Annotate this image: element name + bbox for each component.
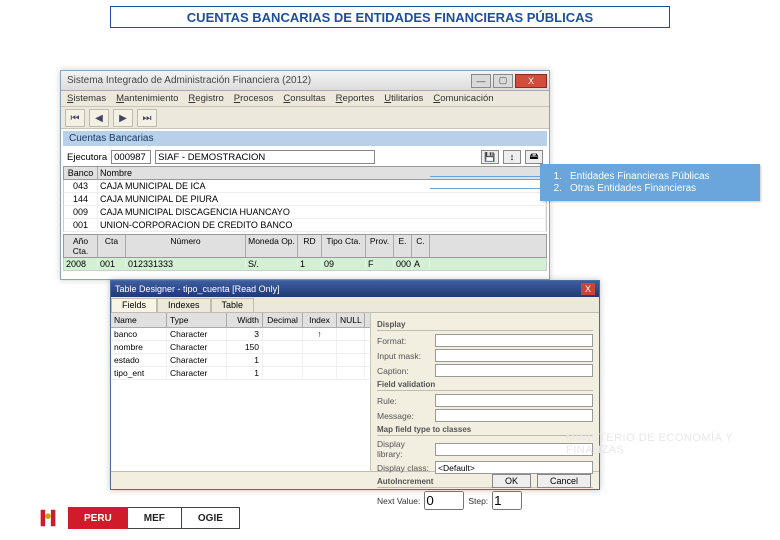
menu-item[interactable]: Mantenimiento — [116, 93, 178, 104]
field-props: Display Format: Input mask: Caption: Fie… — [371, 313, 599, 471]
legend-item: 2. Otras Entidades Financieras — [548, 183, 752, 194]
format-input[interactable] — [435, 334, 593, 347]
caption-input[interactable] — [435, 364, 593, 377]
maximize-button[interactable]: ▢ — [493, 74, 513, 88]
field-row[interactable]: nombreCharacter150 — [111, 341, 370, 354]
peru-emblem-icon — [36, 506, 60, 530]
siaf-window-title: Sistema Integrado de Administración Fina… — [67, 75, 311, 86]
field-row[interactable]: bancoCharacter3↑ — [111, 328, 370, 341]
last-icon[interactable]: ⏭ — [137, 109, 157, 127]
siaf-menubar: Sistemas Mantenimiento Registro Procesos… — [61, 91, 549, 107]
watermark: MINISTERIO DE ECONOMÍA Y FINANZAS — [566, 432, 780, 456]
designer-tabs: Fields Indexes Table — [111, 297, 599, 313]
slide-footer: PERU MEF OGIE — [36, 506, 240, 530]
designer-window: Table Designer - tipo_cuenta [Read Only]… — [110, 280, 600, 490]
siaf-window: Sistema Integrado de Administración Fina… — [60, 70, 550, 280]
field-row[interactable]: tipo_entCharacter1 — [111, 367, 370, 380]
inputmask-input[interactable] — [435, 349, 593, 362]
tab-table[interactable]: Table — [211, 298, 255, 312]
next-icon[interactable]: ▶ — [113, 109, 133, 127]
page-title: CUENTAS BANCARIAS DE ENTIDADES FINANCIER… — [187, 10, 593, 25]
menu-item[interactable]: Utilitarios — [384, 93, 423, 104]
footer-peru: PERU — [68, 507, 128, 529]
siaf-subtitle: Cuentas Bancarias — [63, 131, 547, 146]
ejecutora-code-input[interactable] — [111, 150, 151, 164]
legend-item: 1. Entidades Financieras Públicas — [548, 171, 752, 182]
siaf-titlebar: Sistema Integrado de Administración Fina… — [61, 71, 549, 91]
message-input[interactable] — [435, 409, 593, 422]
minimize-button[interactable]: — — [471, 74, 491, 88]
table-row[interactable]: 009CAJA MUNICIPAL DISCAGENCIA HUANCAYO — [63, 206, 547, 219]
ejecutora-row: Ejecutora 💾 ↕ 🖴 — [67, 150, 543, 164]
sort-icon[interactable]: ↕ — [503, 150, 521, 164]
grid2-row[interactable]: 2008 001 012331333 S/. 1 09 F 000 A — [63, 258, 547, 271]
cancel-button[interactable]: Cancel — [537, 474, 591, 488]
field-row[interactable]: estadoCharacter1 — [111, 354, 370, 367]
tab-indexes[interactable]: Indexes — [157, 298, 211, 312]
step-input[interactable] — [492, 491, 522, 510]
footer-ogie: OGIE — [182, 507, 240, 529]
designer-titlebar: Table Designer - tipo_cuenta [Read Only]… — [111, 281, 599, 297]
connector-line — [430, 176, 540, 177]
menu-item[interactable]: Consultas — [283, 93, 325, 104]
connector-line — [430, 188, 540, 189]
close-icon[interactable]: X — [581, 283, 595, 295]
ejecutora-label: Ejecutora — [67, 152, 107, 163]
ok-button[interactable]: OK — [492, 474, 531, 488]
menu-item[interactable]: Sistemas — [67, 93, 106, 104]
col-banco: Banco — [64, 167, 98, 179]
ejecutora-name-input[interactable] — [155, 150, 375, 164]
save-icon[interactable]: 💾 — [481, 150, 499, 164]
designer-title: Table Designer - tipo_cuenta [Read Only] — [115, 284, 280, 294]
siaf-toolbar: ⏮ ◀ ▶ ⏭ — [61, 107, 549, 129]
prev-icon[interactable]: ◀ — [89, 109, 109, 127]
grid1-header: Banco Nombre — [63, 166, 547, 180]
page-title-bar: CUENTAS BANCARIAS DE ENTIDADES FINANCIER… — [110, 6, 670, 28]
designer-footer: OK Cancel — [111, 471, 599, 489]
close-button[interactable]: X — [515, 74, 547, 88]
tab-fields[interactable]: Fields — [111, 298, 157, 312]
legend-box: 1. Entidades Financieras Públicas 2. Otr… — [540, 164, 760, 201]
table-row[interactable]: 001UNION-CORPORACION DE CREDITO BANCO — [63, 219, 547, 232]
table-row[interactable]: 144CAJA MUNICIPAL DE PIURA — [63, 193, 547, 206]
footer-mef: MEF — [128, 507, 182, 529]
table-row[interactable]: 043CAJA MUNICIPAL DE ICA — [63, 180, 547, 193]
menu-item[interactable]: Comunicación — [433, 93, 493, 104]
fields-grid: Name Type Width Decimal Index NULL banco… — [111, 313, 371, 471]
dispclass-input[interactable] — [435, 461, 593, 474]
menu-item[interactable]: Reportes — [336, 93, 375, 104]
nextval-input[interactable] — [424, 491, 464, 510]
menu-item[interactable]: Registro — [188, 93, 223, 104]
grid2-header: Año Cta. Cta Número Moneda Op. RD Tipo C… — [63, 234, 547, 258]
first-icon[interactable]: ⏮ — [65, 109, 85, 127]
rule-input[interactable] — [435, 394, 593, 407]
drives-icon[interactable]: 🖴 — [525, 150, 543, 164]
menu-item[interactable]: Procesos — [234, 93, 274, 104]
col-nombre: Nombre — [98, 167, 546, 179]
